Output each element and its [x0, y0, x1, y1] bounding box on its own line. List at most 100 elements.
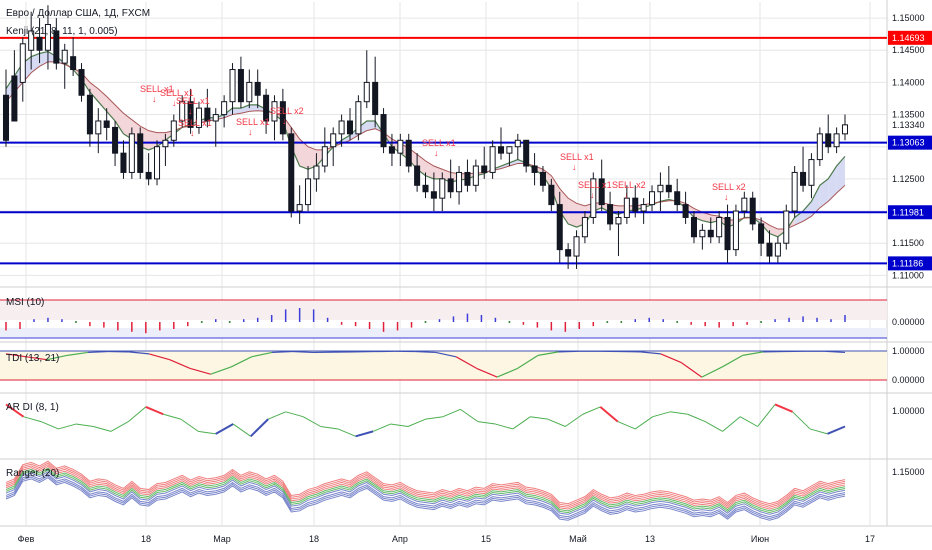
candle-27	[229, 63, 236, 115]
tdi-seg-8	[169, 359, 191, 369]
tdi-seg-1	[26, 356, 48, 361]
candle-body-76	[640, 204, 647, 212]
ardi-seg-35	[617, 421, 636, 430]
tdi-seg-0	[5, 353, 27, 358]
ardi-seg-12	[215, 423, 234, 435]
msi-dot-5	[74, 321, 77, 323]
sell-arrow-0: ↓	[152, 94, 157, 104]
cloud-segment-28	[240, 104, 250, 114]
candle-body-99	[833, 133, 840, 148]
ardi-seg-26	[460, 408, 479, 423]
candle-59	[497, 127, 505, 160]
ardi-seg-5	[93, 426, 112, 432]
ranger-line-1	[5, 462, 846, 507]
cloud-segment-98	[828, 166, 837, 202]
candle-body-51	[430, 191, 437, 199]
sell-signal-7: SELL x1	[560, 152, 594, 162]
msi-dot-14	[200, 321, 203, 323]
candle-body-40	[338, 120, 345, 135]
candle-61	[514, 133, 521, 160]
cloud-segment-35	[299, 138, 309, 170]
price-axis[interactable]: 1.14693 1.13063 1.11981 1.11186 1.13340 1.150…	[888, 13, 932, 280]
x-tick-label-4: Апр	[392, 534, 408, 544]
sell-signal-2: SELL x1	[176, 96, 210, 106]
tdi-seg-21	[435, 351, 457, 358]
tdi-seg-34	[701, 366, 723, 378]
candle-24	[204, 88, 211, 128]
candle-25	[212, 108, 219, 147]
candle-body-8	[70, 56, 77, 71]
level-tag-bg-1	[888, 135, 932, 150]
candle-29	[246, 69, 253, 109]
x-tick-label-0: Фев	[18, 534, 35, 544]
candle-body-95	[800, 171, 807, 186]
candle-body-19	[162, 139, 169, 148]
candle-body-78	[657, 184, 664, 193]
cloud-segment-11	[98, 88, 107, 112]
candle-body-22	[187, 101, 194, 128]
tdi-seg-10	[210, 366, 232, 375]
ardi-seg-11	[198, 430, 216, 435]
ardi-seg-36	[634, 416, 654, 430]
tdi-seg-3	[67, 351, 88, 356]
sell-signal-0: SELL x1	[140, 84, 174, 94]
candle-93	[783, 204, 790, 250]
ardi-seg-39	[687, 413, 706, 423]
tdi-tick-1: 0.00000	[892, 375, 925, 385]
ardi-seg-43	[757, 404, 776, 427]
candles[interactable]	[2, 5, 849, 269]
ardi-tick-0: 1.00000	[892, 406, 925, 416]
candle-22	[187, 88, 194, 134]
candle-body-88	[741, 197, 748, 212]
candle-body-98	[825, 133, 832, 148]
candle-body-44	[372, 81, 379, 116]
candle-body-87	[732, 210, 739, 251]
ardi-seg-10	[180, 418, 199, 432]
candle-body-81	[682, 204, 689, 218]
candle-78	[657, 172, 664, 212]
candle-72	[607, 191, 614, 231]
ardi-seg-17	[302, 416, 321, 427]
candle-body-68	[573, 236, 580, 257]
cloud-segment-36	[308, 146, 317, 170]
msi-dot-48	[676, 321, 679, 323]
candle-45	[380, 108, 387, 154]
candle-body-75	[632, 197, 639, 212]
sell-signal-9: SELL x2	[612, 180, 646, 190]
sell-arrow-1: ↓	[172, 98, 177, 108]
cloud-segment-10	[89, 82, 99, 102]
candle-43	[363, 50, 370, 109]
candle-31	[263, 88, 270, 134]
candle-2	[19, 37, 26, 102]
candle-18	[154, 140, 161, 186]
cloud-segment-40	[341, 135, 350, 144]
candle-body-29	[246, 81, 253, 103]
candle-body-59	[497, 146, 505, 154]
candle-4	[36, 18, 43, 64]
candle-7	[61, 43, 68, 89]
candle-body-70	[590, 178, 597, 218]
x-tick-label-9: 17	[865, 534, 875, 544]
sell-signal-5: SELL x1	[236, 117, 270, 127]
candle-79	[665, 166, 672, 199]
sell-arrow-8: ↓	[590, 190, 595, 200]
ardi-seg-8	[145, 405, 164, 416]
x-tick-label-3: 18	[309, 534, 319, 544]
candle-33	[279, 88, 286, 141]
ardi-seg-31	[547, 418, 566, 427]
candle-86	[724, 204, 731, 263]
candle-36	[305, 166, 312, 212]
candle-body-45	[380, 114, 387, 148]
candle-3	[28, 11, 35, 70]
time-axis[interactable]: Фев 18 Мар 18 Апр 15 Май 13 Июн 17	[18, 534, 875, 544]
ardi-seg-18	[320, 426, 339, 430]
sell-signal-4: SELL x2	[270, 106, 304, 116]
candle-30	[254, 69, 261, 109]
candle-body-7	[61, 49, 68, 64]
candle-68	[573, 230, 580, 269]
candle-76	[640, 198, 647, 224]
y-tick-label-2: 1.14000	[892, 77, 925, 87]
candle-80	[674, 178, 681, 212]
candle-75	[632, 185, 639, 218]
